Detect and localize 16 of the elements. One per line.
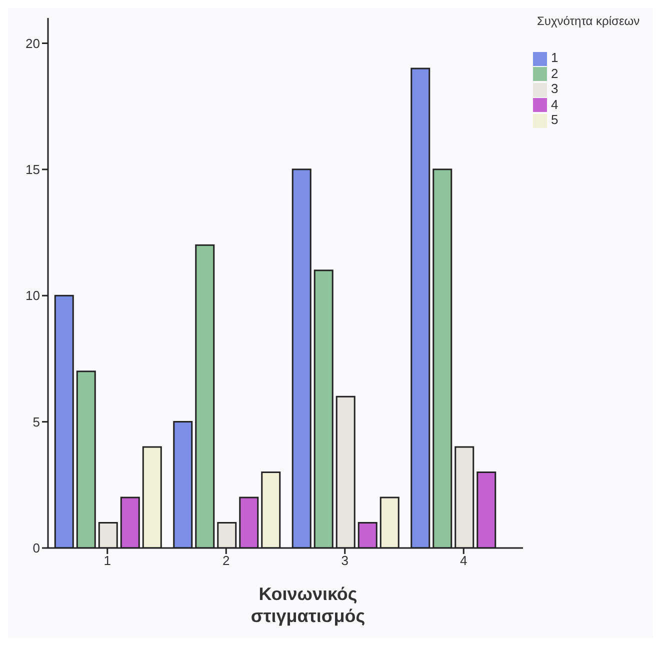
x-tick-label: 1: [104, 553, 111, 568]
x-axis-title: Κοινωνικός στιγματισμός: [250, 583, 366, 627]
x-tick-label: 4: [460, 553, 468, 568]
legend-label: 1: [551, 50, 558, 65]
x-tick-label: 3: [341, 553, 348, 568]
y-tick-label: 15: [26, 162, 40, 178]
y-tick-label: 20: [26, 36, 40, 51]
legend-label: 2: [551, 66, 558, 81]
legend-title: Συχνότητα κρίσεων: [537, 14, 641, 28]
legend-label: 4: [551, 96, 558, 112]
legend-label: 3: [551, 81, 558, 96]
y-tick-label: 10: [26, 288, 40, 304]
y-tick-label: 0: [32, 540, 40, 556]
legend-label: 5: [551, 112, 558, 128]
y-tick-label: 5: [32, 414, 40, 430]
x-tick-label: 2: [222, 553, 230, 568]
